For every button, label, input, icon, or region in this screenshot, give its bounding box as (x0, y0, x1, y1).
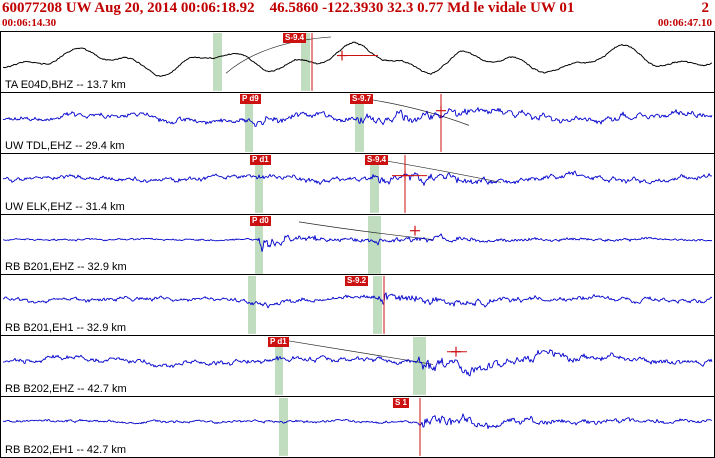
pick-highlight (275, 337, 283, 396)
pick-highlight (255, 215, 263, 274)
phase-pick-flag[interactable]: P d0 (250, 215, 271, 226)
phase-pick-flag[interactable]: P d1 (250, 154, 271, 165)
pick-highlight (255, 154, 263, 213)
traveltime-curve (298, 221, 434, 240)
waveform-panel[interactable]: TA E04D,BHZ -- 13.7 km S-9.4 (0, 31, 715, 93)
phase-pick-flag[interactable]: S 1 (393, 398, 410, 409)
waveform-polyline (2, 413, 713, 430)
waveform-polyline (3, 107, 713, 127)
seismogram-trace (3, 337, 713, 396)
waveform-polyline (2, 292, 713, 309)
seismogram-trace (2, 398, 713, 457)
phase-pick-flag[interactable]: S-9.2 (345, 276, 369, 287)
predicted-arrival-cross (400, 170, 410, 181)
predicted-arrival-cross (410, 225, 420, 236)
pick-highlight (370, 154, 379, 213)
waveform-panel[interactable]: RB B201,EH1 -- 32.9 km S-9.2 (0, 274, 715, 337)
phase-pick-flag[interactable]: S-9.7 (350, 93, 374, 104)
event-summary: 60077208 UW Aug 20, 2014 00:06:18.92 46.… (2, 0, 575, 16)
window-end-time: 00:06:47.10 (657, 17, 712, 29)
pick-highlight (245, 93, 253, 152)
event-header: 60077208 UW Aug 20, 2014 00:06:18.92 46.… (0, 0, 715, 18)
pick-highlight (213, 32, 222, 91)
waveform-panel[interactable]: RB B201,EHZ -- 32.9 km P d0 (0, 213, 715, 276)
phase-pick-flag[interactable]: S-9.4 (365, 154, 389, 165)
pick-highlight (248, 276, 256, 335)
phase-pick-flag[interactable]: S-9.4 (283, 33, 307, 43)
phase-pick-flag[interactable]: P d1 (268, 337, 289, 348)
waveform-panel[interactable]: UW TDL,EHZ -- 29.4 km P d9 S-9.7 (0, 91, 715, 154)
waveform-polyline (3, 349, 713, 377)
pick-highlight (301, 32, 310, 91)
page-indicator: 2 (701, 0, 710, 16)
waveform-panel[interactable]: RB B202,EHZ -- 42.7 km P d1 (0, 335, 715, 398)
waveform-panels: TA E04D,BHZ -- 13.7 km S-9.4 UW TDL,EHZ --… (0, 31, 715, 458)
seismogram-trace (2, 276, 713, 335)
traveltime-curve (225, 36, 332, 74)
window-start-time: 00:06:14.30 (2, 17, 57, 29)
waveform-panel[interactable]: RB B202,EH1 -- 42.7 km S 1 (0, 396, 715, 458)
waveform-polyline (2, 232, 713, 252)
phase-pick-flag[interactable]: P d9 (240, 93, 261, 104)
predicted-arrival-cross (436, 105, 446, 116)
pick-highlight (279, 398, 288, 457)
waveform-panel[interactable]: UW ELK,EHZ -- 31.4 km P d1 S-9.4 (0, 152, 715, 215)
pick-highlight (368, 215, 381, 274)
pick-highlight (373, 276, 382, 335)
waveform-polyline (2, 170, 713, 186)
time-window-row: 00:06:14.30 00:06:47.10 (0, 17, 715, 31)
seismogram-trace (2, 154, 713, 213)
predicted-arrival-cross (337, 50, 347, 61)
seismogram-trace (2, 32, 713, 91)
seismogram-trace (2, 215, 713, 274)
pick-highlight (413, 337, 426, 396)
waveform-polyline (2, 41, 713, 77)
